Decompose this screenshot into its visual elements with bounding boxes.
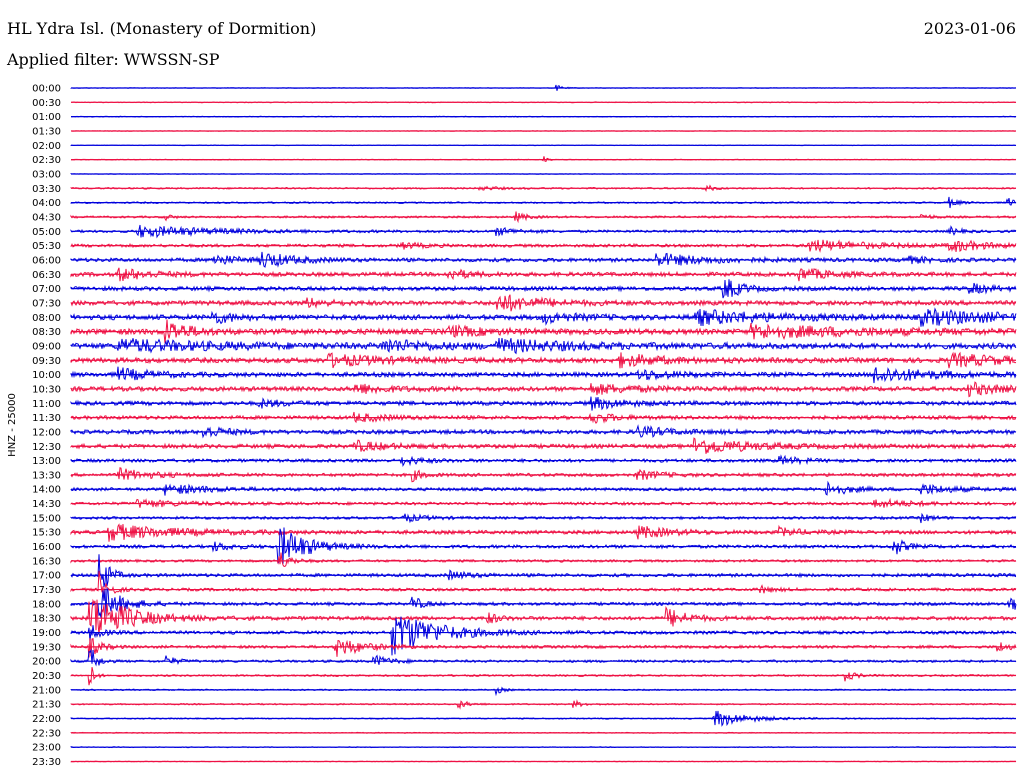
time-label: 04:00 bbox=[32, 198, 61, 209]
time-label: 07:00 bbox=[32, 284, 61, 295]
trace-row bbox=[70, 686, 1017, 697]
time-label: 12:00 bbox=[32, 427, 61, 438]
time-label: 22:30 bbox=[32, 728, 61, 739]
time-label: 23:00 bbox=[32, 743, 61, 754]
trace-row bbox=[70, 648, 1017, 667]
time-label: 18:30 bbox=[32, 614, 61, 625]
station-title: HL Ydra Isl. (Monastery of Dormition) bbox=[7, 19, 317, 38]
time-label: 13:30 bbox=[32, 470, 61, 481]
trace-row bbox=[70, 616, 1017, 656]
time-label: 19:30 bbox=[32, 642, 61, 653]
time-label: 16:30 bbox=[32, 556, 61, 567]
trace-row bbox=[70, 527, 1017, 564]
time-label: 08:30 bbox=[32, 327, 61, 338]
time-label: 01:00 bbox=[32, 112, 61, 123]
seismic-traces bbox=[70, 84, 1017, 763]
time-label: 06:00 bbox=[32, 255, 61, 266]
time-label: 02:00 bbox=[32, 141, 61, 152]
time-label: 16:00 bbox=[32, 542, 61, 553]
time-label: 23:30 bbox=[32, 757, 61, 768]
time-label: 18:00 bbox=[32, 599, 61, 610]
time-label: 17:30 bbox=[32, 585, 61, 596]
time-label: 10:00 bbox=[32, 370, 61, 381]
time-label: 05:00 bbox=[32, 227, 61, 238]
trace-row bbox=[70, 587, 1017, 618]
trace-row bbox=[70, 554, 1017, 587]
trace-row bbox=[70, 156, 1017, 162]
time-label: 21:30 bbox=[32, 700, 61, 711]
time-label: 06:30 bbox=[32, 270, 61, 281]
date-label: 2023-01-06 bbox=[923, 19, 1016, 38]
trace-row bbox=[70, 523, 1017, 542]
time-label: 15:00 bbox=[32, 513, 61, 524]
trace-row bbox=[70, 666, 1017, 686]
trace-row bbox=[70, 351, 1017, 369]
time-label: 14:30 bbox=[32, 499, 61, 510]
trace-row bbox=[70, 319, 1017, 344]
time-label: 12:30 bbox=[32, 442, 61, 453]
time-label: 10:30 bbox=[32, 384, 61, 395]
time-label: 20:30 bbox=[32, 671, 61, 682]
time-label: 05:30 bbox=[32, 241, 61, 252]
time-label: 15:30 bbox=[32, 528, 61, 539]
time-label: 03:00 bbox=[32, 169, 61, 180]
trace-row bbox=[70, 552, 1017, 567]
time-label: 11:30 bbox=[32, 413, 61, 424]
trace-row bbox=[70, 279, 1017, 299]
trace-row bbox=[70, 454, 1017, 468]
time-label: 03:30 bbox=[32, 184, 61, 195]
trace-row bbox=[70, 638, 1017, 658]
time-label: 00:30 bbox=[32, 98, 61, 109]
time-label: 09:30 bbox=[32, 356, 61, 367]
time-label: 01:30 bbox=[32, 126, 61, 137]
time-label: 14:00 bbox=[32, 485, 61, 496]
time-axis-labels: 00:00 00:30 01:00 01:30 02:00 02:30 03:00 03:30… bbox=[32, 84, 61, 769]
trace-row bbox=[70, 424, 1017, 439]
time-label: 19:00 bbox=[32, 628, 61, 639]
trace-row bbox=[70, 598, 1017, 636]
time-label: 21:00 bbox=[32, 685, 61, 696]
filter-label: Applied filter: WWSSN-SP bbox=[7, 50, 220, 69]
time-label: 00:00 bbox=[32, 84, 61, 95]
time-label: 20:00 bbox=[32, 657, 61, 668]
time-label: 08:00 bbox=[32, 313, 61, 324]
channel-axis-label: HNZ - 25000 bbox=[7, 393, 18, 457]
time-label: 22:00 bbox=[32, 714, 61, 725]
time-label: 17:00 bbox=[32, 571, 61, 582]
time-label: 07:30 bbox=[32, 298, 61, 309]
time-label: 04:30 bbox=[32, 212, 61, 223]
time-label: 02:30 bbox=[32, 155, 61, 166]
time-label: 11:00 bbox=[32, 399, 61, 410]
time-label: 13:00 bbox=[32, 456, 61, 467]
time-label: 09:00 bbox=[32, 341, 61, 352]
